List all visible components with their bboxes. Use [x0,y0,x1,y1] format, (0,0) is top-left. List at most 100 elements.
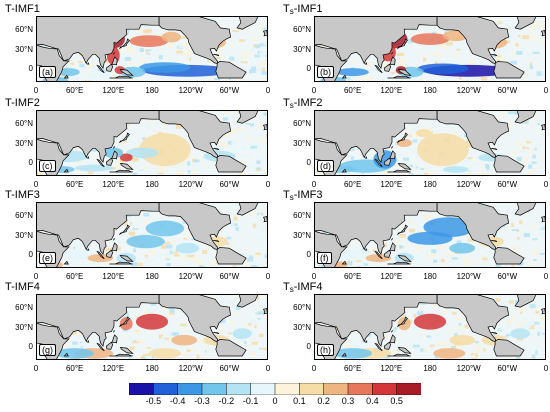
anomaly-cell [252,223,257,228]
anomaly-cell [247,323,252,326]
anomaly-cell [526,141,531,144]
land-uk [540,30,546,37]
anomaly-cell [509,26,516,30]
anomaly-cell [456,240,462,244]
anomaly-cell [417,335,422,341]
anomaly-cell [258,213,261,218]
anomaly-cell [161,326,167,331]
anomaly-cell [365,62,372,66]
anomaly-cell [346,77,351,81]
anomaly-cell [542,132,546,136]
anomaly-cell [256,169,261,171]
anomaly-cell [129,310,134,313]
anomaly-cell [401,171,405,175]
panel-letter-label: (g) [39,344,56,357]
anomaly-cell [178,309,184,312]
anomaly-cell [351,343,359,348]
land-taiwan [113,330,115,333]
anomaly-cell [89,243,92,246]
panel-title: Ts-IMF4 [283,281,323,294]
anomaly-cell [390,136,397,141]
anomaly-cell [515,43,519,47]
anomaly-cell [131,262,138,267]
latitude-tick-label: 60°N [15,302,33,312]
anomaly-cell [241,61,248,64]
anomaly-cell [78,61,83,63]
anomaly-cell [121,48,125,51]
anomaly-cell [516,356,520,360]
anomaly-cell [70,330,77,335]
anomaly-cell [415,166,418,169]
anomaly-cell [529,138,536,143]
colorbar-swatch [323,383,349,395]
anomaly-cell [541,40,546,44]
anomaly-cell [160,76,164,79]
anomaly-cell [429,344,435,348]
anomaly-cell [537,331,540,337]
anomaly-cell [118,171,122,174]
anomaly-cell [442,342,449,346]
anomaly-cell [453,214,459,219]
land-samerica [215,61,247,79]
anomaly-cell [506,38,512,42]
anomaly-cell [409,52,416,55]
anomaly-cell [246,249,249,253]
land-cuba [213,53,220,56]
anomaly-cell [123,221,128,226]
anomaly-cell [172,239,175,244]
anomaly-cell [120,57,125,62]
panel-title-subscript: s [289,101,294,110]
anomaly-cell [176,215,182,218]
anomaly-cell [431,119,437,124]
land-uk [262,124,268,131]
land-madagascar [341,74,347,79]
anomaly-cell [409,228,415,233]
anomaly-cell [530,115,538,119]
anomaly-cell [506,208,511,212]
anomaly-cell [528,150,535,154]
land-madagascar [63,168,69,173]
colorbar-tick-label: -0.3 [194,396,210,406]
anomaly-cell [515,305,521,310]
anomaly-cell [353,241,356,244]
anomaly-cell [516,338,523,341]
longitude-tick-label: 0 [33,364,39,373]
panel-title-suffix: -IMF4 [293,281,323,293]
anomaly-cell [75,334,78,339]
anomaly-cell [468,171,472,176]
anomaly-cell [534,36,539,38]
anomaly-cell [537,122,540,126]
anomaly-region [442,166,469,173]
panel-letter-label: (b) [317,66,334,79]
anomaly-cell [214,50,221,55]
anomaly-cell [205,248,210,250]
anomaly-cell [430,253,436,258]
anomaly-cell [510,142,515,144]
anomaly-cell [232,129,238,133]
anomaly-cell [139,59,146,64]
anomaly-cell [224,132,231,137]
anomaly-cell [264,254,268,259]
anomaly-cell [166,263,171,267]
anomaly-cell [113,74,121,77]
longitude-tick-label: 120°E [380,86,403,95]
anomaly-cell [408,219,414,224]
anomaly-cell [351,60,356,64]
land-srilanka [87,248,90,251]
anomaly-region [449,242,476,254]
anomaly-cell [456,253,463,258]
anomaly-cell [540,231,546,233]
anomaly-cell [407,227,411,231]
anomaly-cell [249,255,254,259]
anomaly-cell [228,301,235,306]
anomaly-cell [412,326,417,331]
anomaly-cell [257,236,264,241]
land-uk [262,216,268,223]
land-sumatra [374,64,383,74]
anomaly-cell [432,346,436,349]
anomaly-cell [513,246,520,249]
anomaly-cell [443,310,447,315]
anomaly-cell [193,159,200,163]
latitude-tick-label: 30°N [293,44,311,54]
anomaly-region [510,328,530,339]
